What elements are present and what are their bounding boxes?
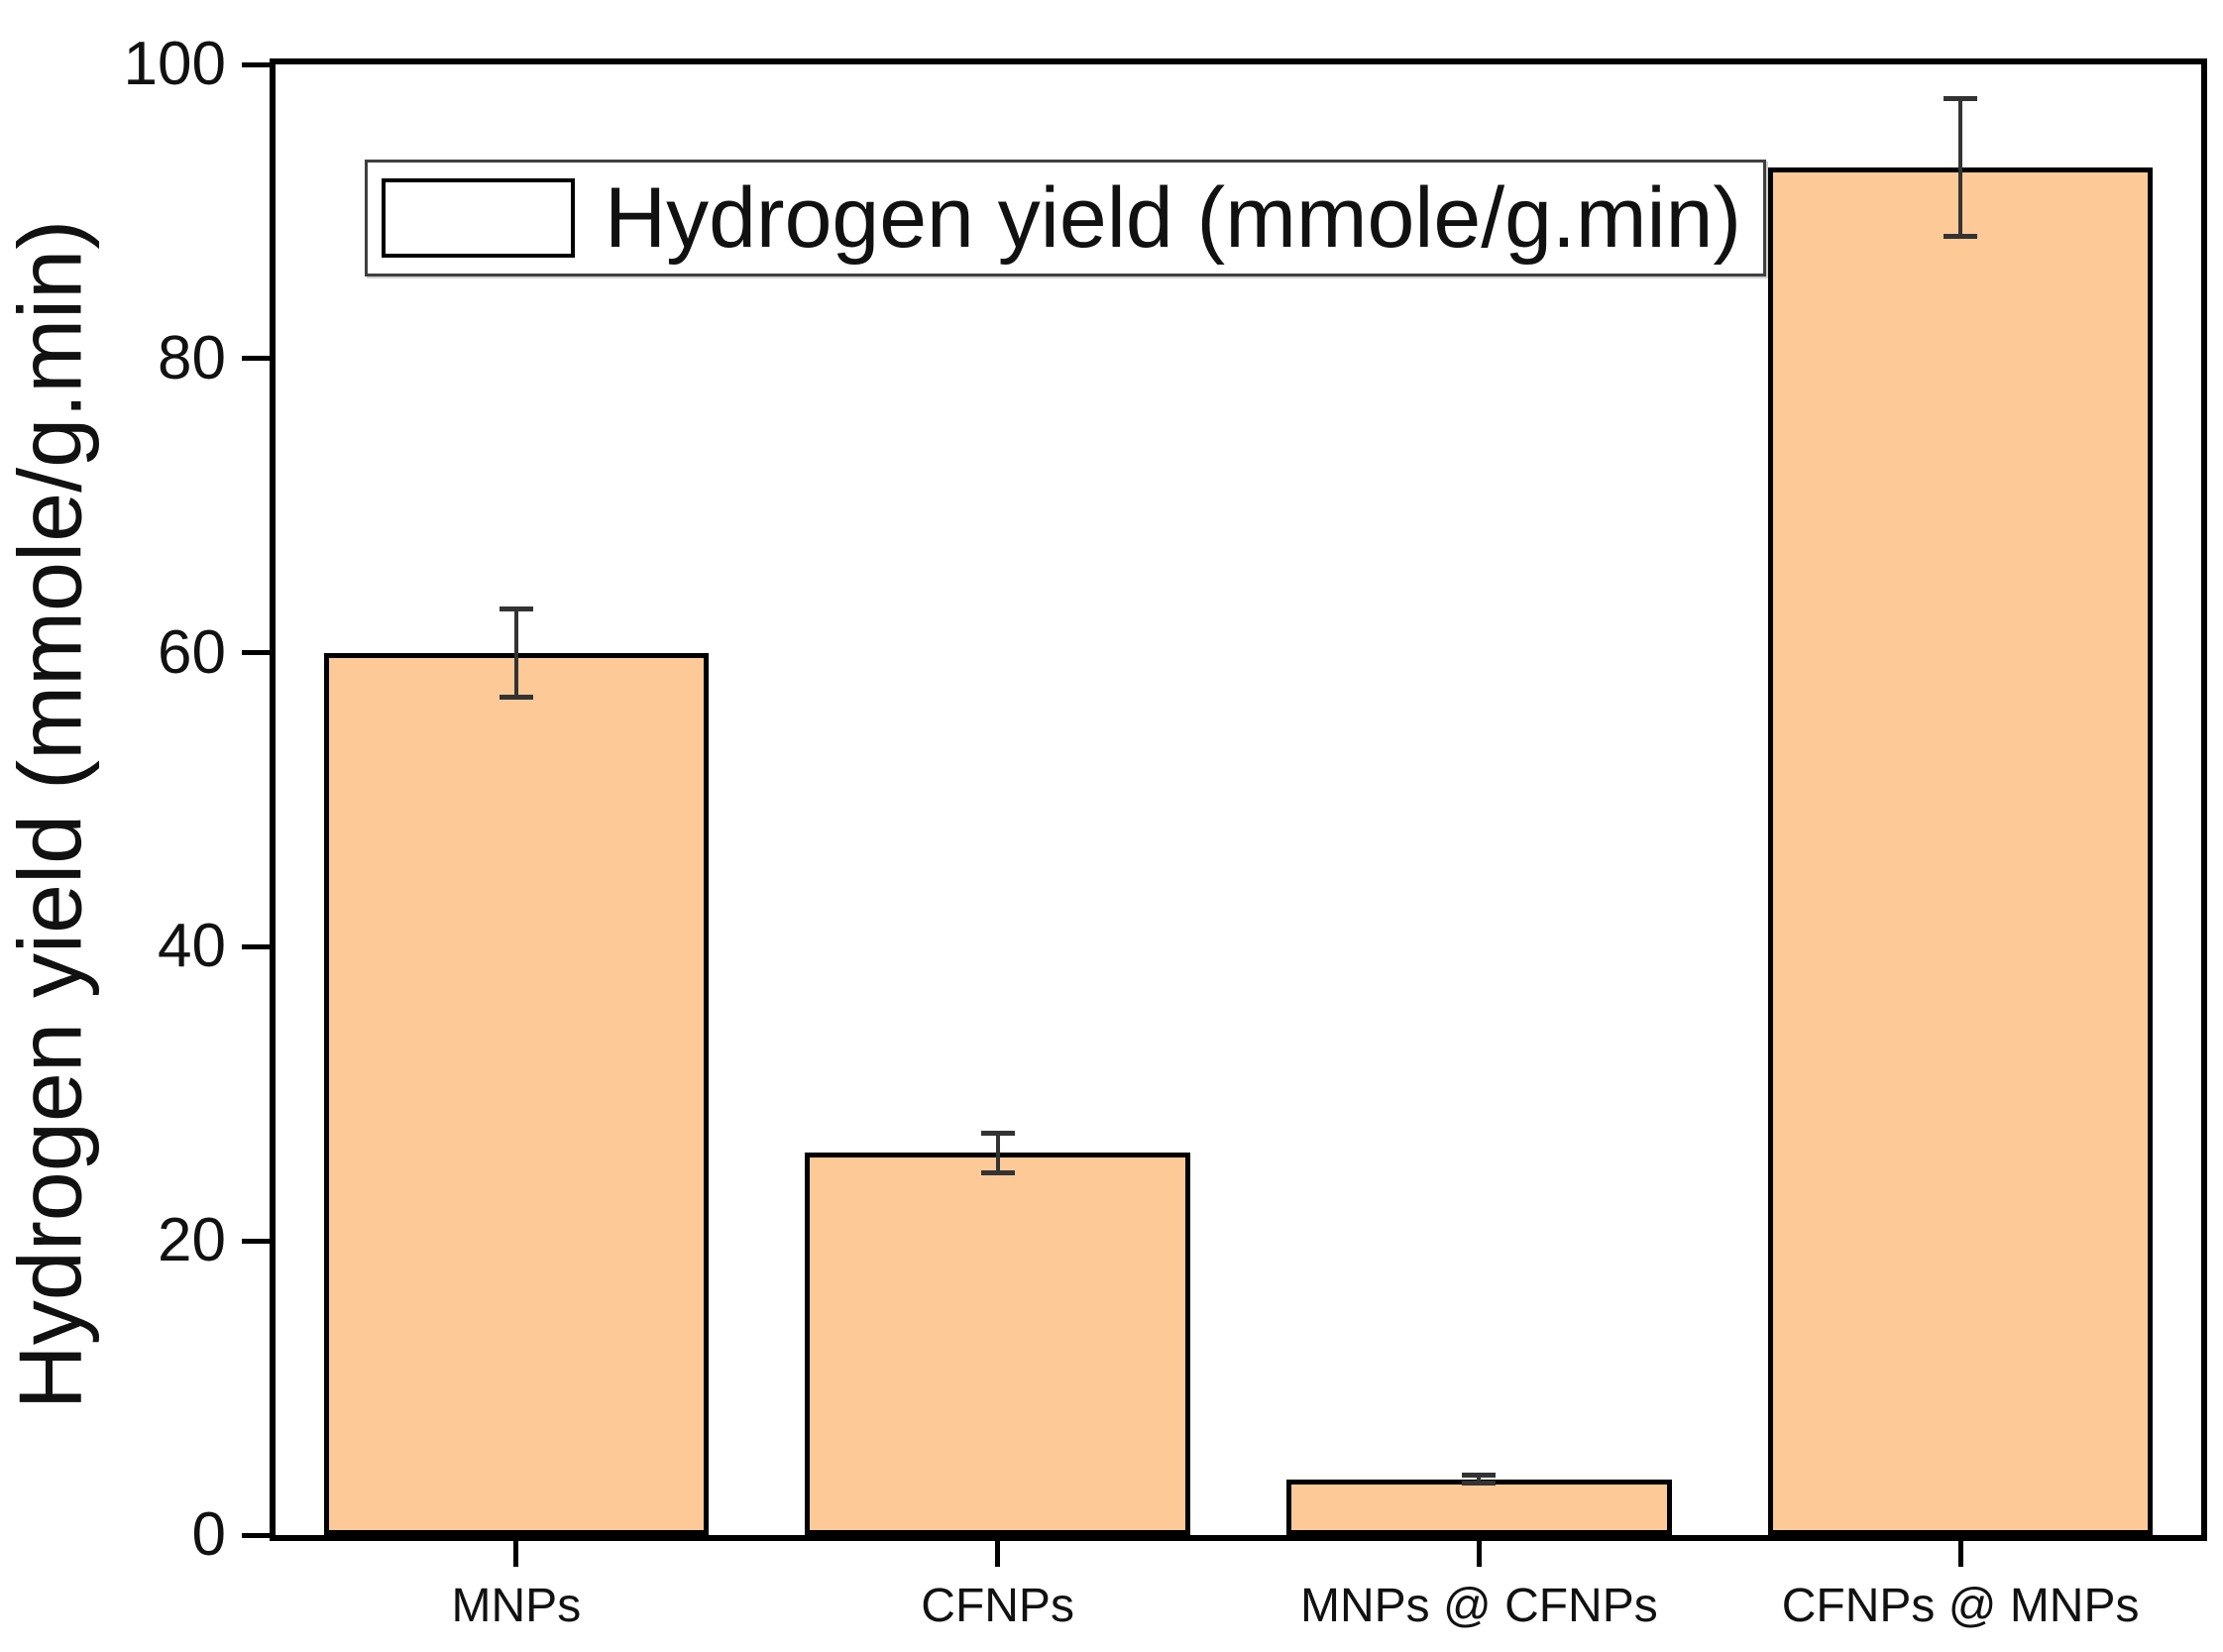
y-axis-tick (242, 1238, 270, 1244)
y-axis-tick (242, 1532, 270, 1538)
error-bar-mnps-cfnps (1477, 1475, 1482, 1484)
error-bar-cap-top-cfnps (980, 1130, 1015, 1136)
x-axis-label-mnps-cfnps: MNPs @ CFNPs (1300, 1580, 1658, 1632)
legend: Hydrogen yield (mmole/g.min) (365, 160, 1767, 276)
x-axis-tick (513, 1541, 519, 1567)
legend-label: Hydrogen yield (mmole/g.min) (605, 170, 1742, 266)
y-axis-tick (242, 943, 270, 949)
error-bar-cap-bottom-cfnps (980, 1169, 1015, 1175)
y-axis-tick-label: 80 (158, 323, 226, 392)
bar-cfnps (805, 1153, 1190, 1535)
y-axis-tick (242, 356, 270, 362)
error-bar-cfnps (995, 1133, 1000, 1173)
y-axis-tick (242, 61, 270, 67)
x-axis-tick (995, 1541, 1001, 1567)
x-axis-label-cfnps-mnps: CFNPs @ MNPs (1781, 1580, 2140, 1632)
y-axis-tick-label: 0 (191, 1500, 226, 1569)
bar-mnps-cfnps (1286, 1479, 1672, 1535)
y-axis-tick-label: 100 (123, 30, 226, 98)
y-axis-tick-label: 40 (158, 912, 226, 981)
error-bar-mnps (513, 608, 518, 698)
x-axis-label-cfnps: CFNPs (921, 1580, 1074, 1632)
plot-area: Hydrogen yield (mmole/g.min) 0 20 40 60 80 10… (124, 34, 2207, 1632)
error-bar-cap-top-mnps (499, 606, 533, 611)
y-axis-tick-label: 20 (158, 1206, 226, 1275)
x-axis-tick (1476, 1541, 1482, 1567)
error-bar-cap-bottom-mnps-cfnps (1462, 1480, 1497, 1486)
bar-cfnps-mnps (1767, 166, 2154, 1535)
x-axis-label-mnps: MNPs (451, 1580, 582, 1632)
error-bar-cap-top-cfnps-mnps (1944, 95, 1978, 101)
error-bar-cap-bottom-mnps (499, 694, 533, 700)
y-axis-tick-label: 60 (158, 617, 226, 687)
y-axis-tick (242, 650, 270, 656)
error-bar-cfnps-mnps (1958, 98, 1963, 237)
x-axis-tick (1957, 1541, 1963, 1567)
bar-mnps (323, 652, 710, 1535)
error-bar-cap-bottom-cfnps-mnps (1944, 234, 1978, 240)
error-bar-cap-top-mnps-cfnps (1462, 1473, 1497, 1479)
legend-swatch (382, 178, 575, 258)
